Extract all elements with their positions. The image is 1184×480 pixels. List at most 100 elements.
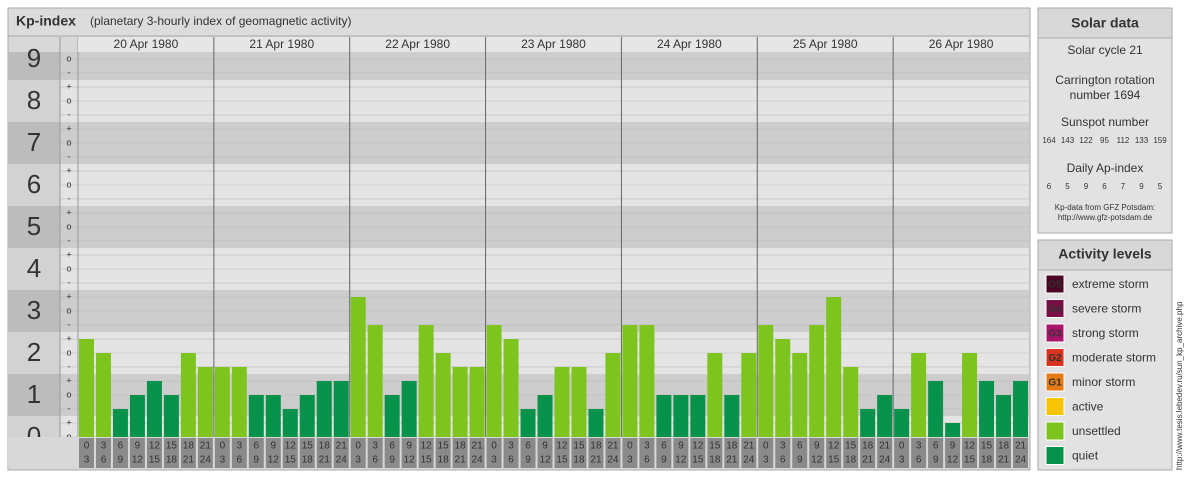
sub-tick-label: o bbox=[66, 221, 71, 231]
bar bbox=[537, 395, 553, 437]
hour-label: 21 bbox=[879, 441, 891, 452]
sub-tick-label: - bbox=[68, 319, 71, 329]
hour-label: 18 bbox=[862, 441, 874, 452]
hour-label: 24 bbox=[743, 455, 755, 466]
hour-label: 15 bbox=[149, 455, 161, 466]
hour-cell bbox=[316, 438, 332, 468]
sunspot-value: 95 bbox=[1100, 136, 1109, 145]
sub-tick-label: o bbox=[66, 53, 71, 63]
bar bbox=[639, 324, 655, 437]
sub-tick-label: + bbox=[66, 123, 71, 133]
bar bbox=[146, 381, 162, 437]
hour-label: 18 bbox=[438, 455, 450, 466]
hour-cell bbox=[962, 438, 978, 468]
bar bbox=[656, 395, 672, 437]
date-label: 23 Apr 1980 bbox=[521, 37, 586, 51]
hour-cell bbox=[707, 438, 723, 468]
sub-tick-label: o bbox=[66, 137, 71, 147]
hour-label: 9 bbox=[406, 441, 412, 452]
hour-label: 3 bbox=[101, 441, 107, 452]
hour-cell bbox=[79, 438, 94, 468]
bar bbox=[860, 408, 876, 437]
bar bbox=[452, 366, 468, 437]
hour-label: 6 bbox=[101, 455, 107, 466]
hour-label: 6 bbox=[933, 441, 939, 452]
hour-label: 9 bbox=[525, 455, 531, 466]
sub-tick-label: + bbox=[66, 207, 71, 217]
sub-tick-label: o bbox=[66, 305, 71, 315]
date-header bbox=[78, 37, 1029, 52]
bar bbox=[163, 395, 179, 437]
title-bar bbox=[7, 7, 1031, 37]
hour-label: 9 bbox=[135, 441, 141, 452]
hour-cell bbox=[299, 438, 315, 468]
hour-label: 21 bbox=[1015, 441, 1027, 452]
chart-title: Kp-index bbox=[16, 13, 76, 29]
date-label: 26 Apr 1980 bbox=[929, 37, 994, 51]
hour-label: 3 bbox=[237, 441, 243, 452]
legend-swatch bbox=[1045, 274, 1065, 294]
hour-label: 0 bbox=[491, 441, 497, 452]
hour-cell bbox=[503, 438, 519, 468]
date-label: 20 Apr 1980 bbox=[114, 37, 179, 51]
bar bbox=[248, 395, 264, 437]
bar bbox=[690, 395, 706, 437]
hour-label: 21 bbox=[607, 441, 619, 452]
y-tick-label: 7 bbox=[27, 127, 41, 157]
hour-label: 12 bbox=[828, 441, 840, 452]
y-tick-label: 9 bbox=[27, 43, 41, 73]
hour-cell bbox=[180, 438, 196, 468]
bar bbox=[418, 324, 434, 437]
hour-label: 3 bbox=[355, 455, 361, 466]
sub-tick-label: o bbox=[66, 95, 71, 105]
hour-label: 6 bbox=[780, 455, 786, 466]
hour-label: 21 bbox=[472, 441, 484, 452]
legend-code: G4 bbox=[1048, 304, 1062, 315]
ap-value: 5 bbox=[1158, 182, 1163, 191]
bar bbox=[996, 395, 1012, 437]
ap-value: 6 bbox=[1047, 182, 1052, 191]
date-label: 25 Apr 1980 bbox=[793, 37, 858, 51]
hour-cell bbox=[333, 438, 349, 468]
y-tick-label: 1 bbox=[27, 379, 41, 409]
hour-cell bbox=[197, 438, 213, 468]
hour-cell bbox=[231, 438, 247, 468]
sub-tick-label: o bbox=[66, 389, 71, 399]
hour-cell bbox=[265, 438, 281, 468]
bar bbox=[214, 366, 230, 437]
sub-tick-label: - bbox=[68, 67, 71, 77]
bar bbox=[401, 381, 417, 437]
hour-label: 15 bbox=[828, 455, 840, 466]
hour-label: 3 bbox=[780, 441, 786, 452]
bar bbox=[350, 297, 366, 437]
band bbox=[8, 206, 60, 248]
hour-label: 21 bbox=[862, 455, 874, 466]
sub-tick-label: - bbox=[68, 277, 71, 287]
hour-label: 3 bbox=[916, 441, 922, 452]
hour-cell bbox=[843, 438, 859, 468]
sunspot-value: 159 bbox=[1153, 136, 1167, 145]
hour-label: 15 bbox=[845, 441, 857, 452]
hour-label: 6 bbox=[237, 455, 243, 466]
sub-tick-label: o bbox=[66, 179, 71, 189]
hour-label: 21 bbox=[726, 455, 738, 466]
hour-label: 15 bbox=[438, 441, 450, 452]
hour-label: 15 bbox=[692, 455, 704, 466]
band bbox=[8, 52, 1029, 80]
hour-label: 9 bbox=[661, 455, 667, 466]
hour-label: 12 bbox=[132, 455, 144, 466]
legend-code: G1 bbox=[1048, 378, 1062, 389]
hour-label: 12 bbox=[421, 441, 433, 452]
hour-label: 21 bbox=[319, 455, 331, 466]
sunspot-title: Sunspot number bbox=[1061, 115, 1149, 129]
hour-cell bbox=[367, 438, 383, 468]
hour-label: 12 bbox=[692, 441, 704, 452]
hour-label: 15 bbox=[421, 455, 433, 466]
legend-swatch bbox=[1045, 348, 1065, 367]
bar bbox=[571, 366, 587, 437]
bar bbox=[265, 395, 281, 437]
date-label: 21 Apr 1980 bbox=[249, 37, 314, 51]
hour-label: 15 bbox=[285, 455, 297, 466]
hour-cell bbox=[112, 438, 128, 468]
y-tick-label: 8 bbox=[27, 85, 41, 115]
